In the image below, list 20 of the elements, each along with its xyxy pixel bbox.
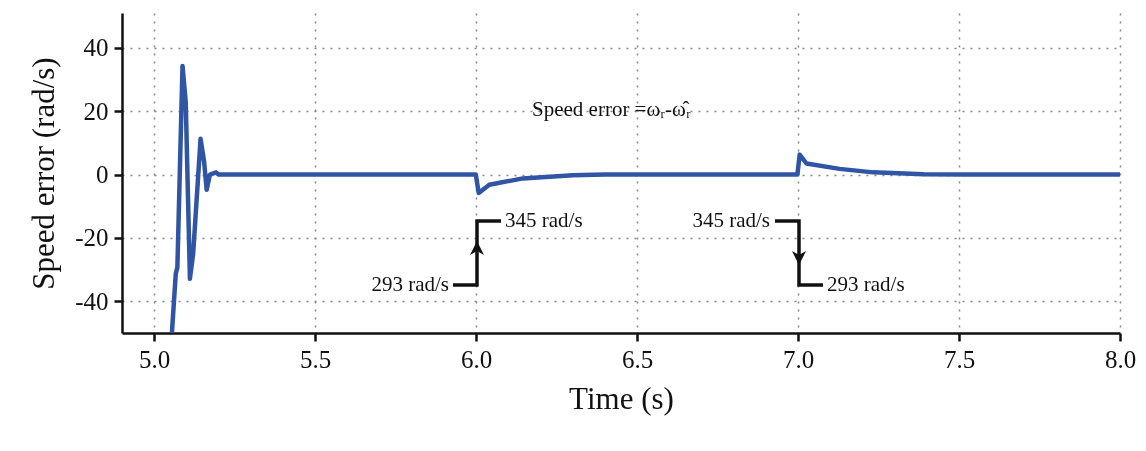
- x-tick-label: 5.5: [300, 345, 332, 373]
- x-tick-label: 7.0: [782, 345, 815, 373]
- x-tick-label: 5.0: [139, 345, 171, 373]
- x-tick-label: 8.0: [1104, 345, 1137, 373]
- annotation: 345 rad/s: [505, 208, 583, 232]
- annotation: Speed error =ωᵣ-ω̂ᵣ: [532, 97, 691, 121]
- y-axis-title: Speed error (rad/s): [26, 57, 62, 290]
- x-axis-title: Time (s): [569, 380, 674, 416]
- y-tick-label: -40: [75, 287, 109, 315]
- x-tick-label: 6.5: [621, 345, 654, 373]
- annotation: 293 rad/s: [371, 272, 449, 296]
- y-tick-label: -20: [75, 224, 109, 252]
- x-tick-label: 7.5: [943, 345, 976, 373]
- y-tick-label: 20: [83, 97, 109, 125]
- y-tick-label: 0: [96, 161, 109, 189]
- y-tick-label: 40: [83, 34, 109, 62]
- line-series: [169, 63, 1120, 333]
- annotation: 345 rad/s: [692, 208, 770, 232]
- annotation: 293 rad/s: [827, 272, 905, 296]
- x-tick-label: 6.0: [461, 345, 493, 373]
